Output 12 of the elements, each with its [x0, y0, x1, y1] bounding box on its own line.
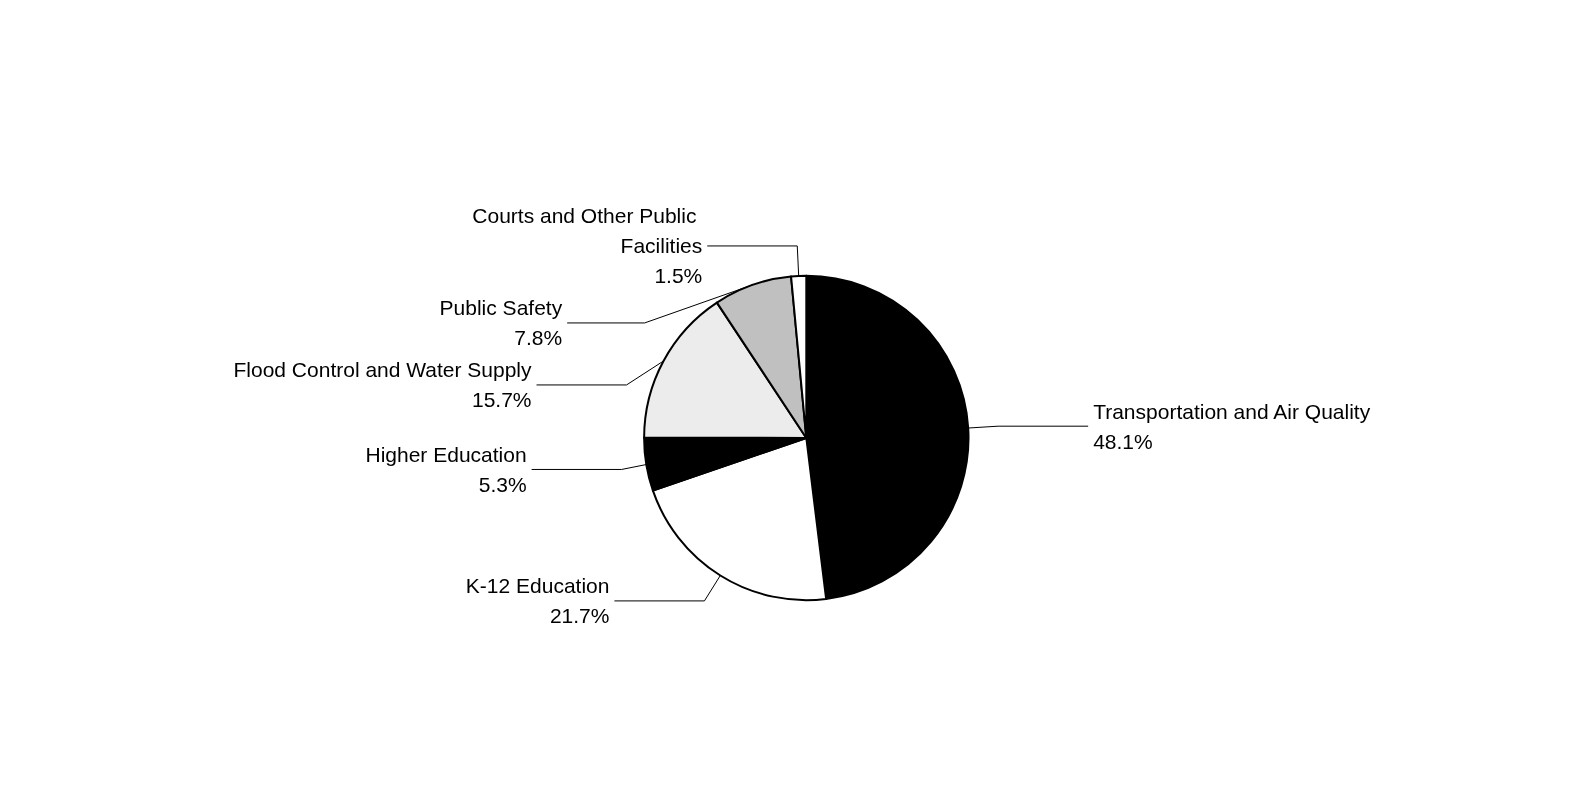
slice-label: Courts and Other Public Facilities — [472, 204, 703, 258]
data-label: 1.5% — [654, 264, 703, 288]
data-label: 21.7% — [549, 604, 610, 628]
data-label: 15.7% — [471, 388, 532, 412]
slice-label: Public Safety — [439, 296, 563, 320]
slice-label: Higher Education — [365, 442, 527, 466]
data-label: 5.3% — [478, 472, 527, 496]
slice-label: K-12 Education — [465, 574, 610, 598]
data-label: 7.8% — [514, 326, 563, 350]
data-label: 48.1% — [1093, 429, 1153, 453]
slice-label: Flood Control and Water Supply — [233, 358, 533, 382]
slice-label: Transportation and Air Quality — [1093, 399, 1371, 423]
